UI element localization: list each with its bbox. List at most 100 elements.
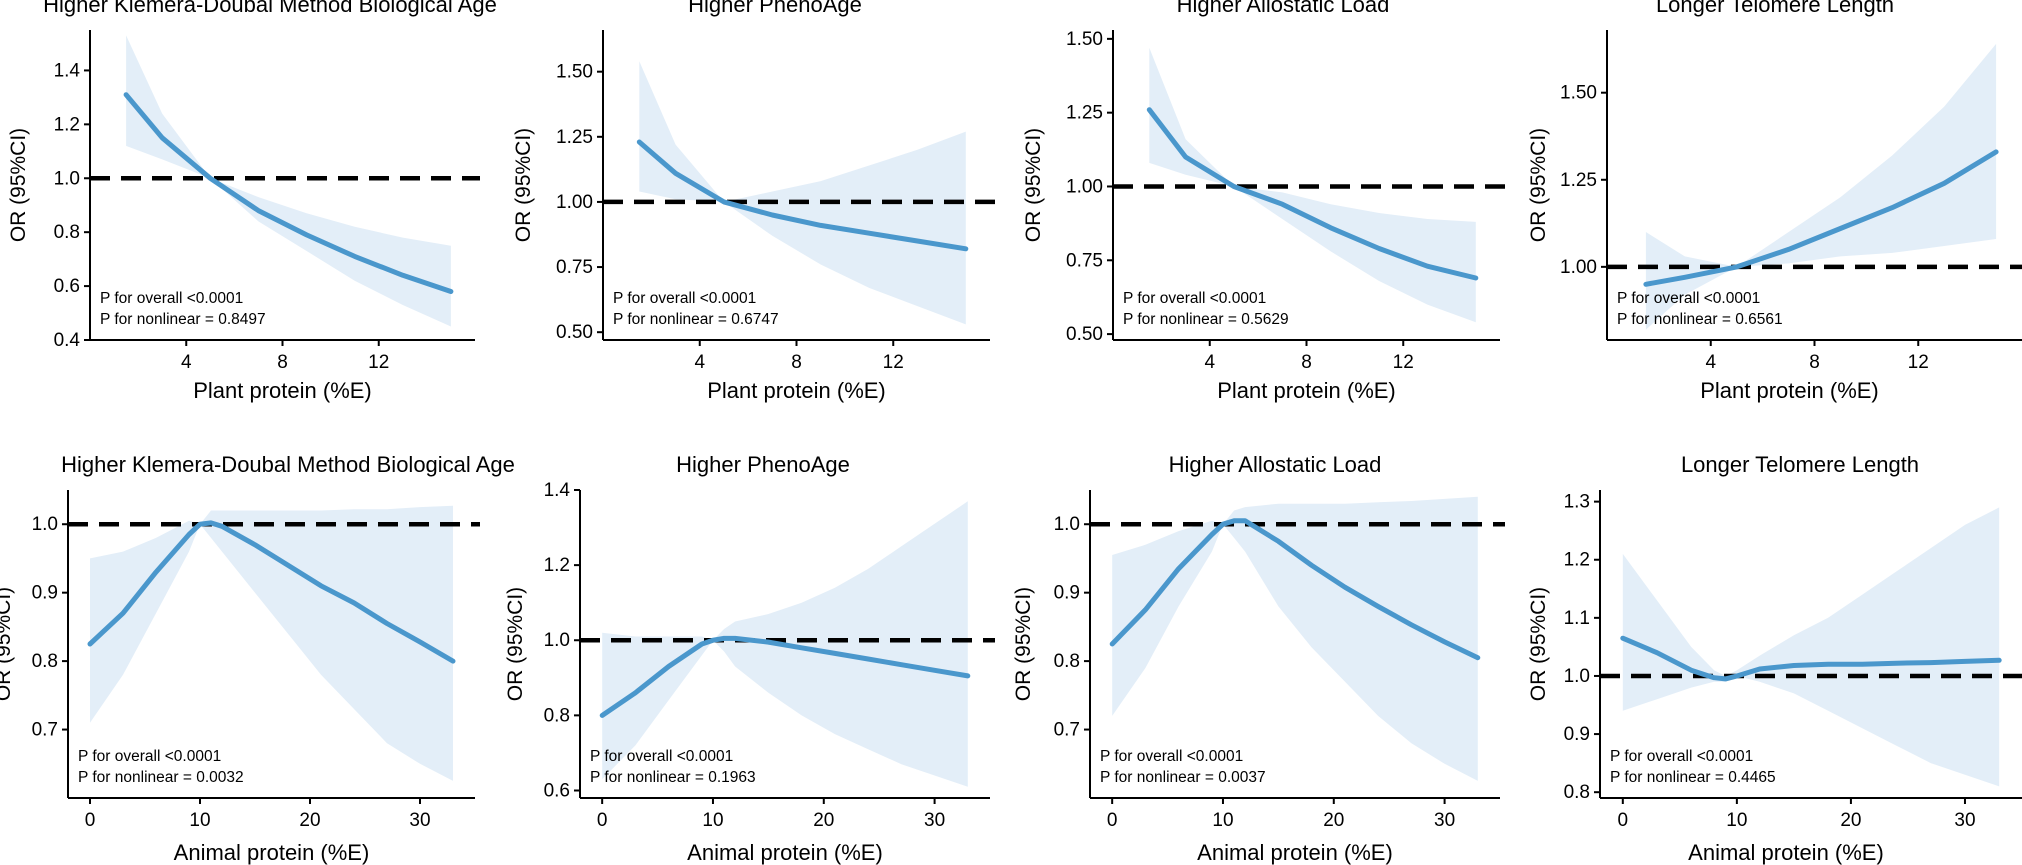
or-curve bbox=[1643, 149, 1999, 287]
y-tick-label: 0.9 bbox=[32, 583, 58, 604]
p-value-annotation: P for nonlinear = 0.0032 bbox=[78, 769, 244, 786]
p-value-annotation: P for nonlinear = 0.4465 bbox=[1610, 769, 1776, 786]
x-tick-label: 8 bbox=[1809, 352, 1820, 373]
y-tick-label: 0.6 bbox=[544, 780, 570, 801]
x-tick-label: 0 bbox=[1618, 810, 1629, 831]
or-curve bbox=[1146, 107, 1479, 281]
x-axis-label: Animal protein (%E) bbox=[174, 840, 370, 865]
y-tick-label: 1.3 bbox=[1564, 492, 1590, 513]
y-tick-label: 0.4 bbox=[54, 330, 81, 351]
y-tick-label: 0.7 bbox=[32, 720, 58, 741]
p-value-annotation: P for overall <0.0001 bbox=[613, 290, 756, 307]
panel-3: 0.50 0.75 1.00 1.25 1.50 4 8 12 Higher Allostati… bbox=[1022, 0, 1505, 403]
panel-title: Higher PhenoAge bbox=[688, 0, 862, 17]
y-axis-label: OR (95%CI) bbox=[0, 587, 15, 701]
y-tick-label: 1.0 bbox=[1564, 666, 1590, 687]
y-tick-label: 0.50 bbox=[556, 322, 593, 343]
y-tick-label: 0.9 bbox=[1564, 724, 1590, 745]
ci-band bbox=[1112, 496, 1478, 781]
y-tick-label: 1.4 bbox=[54, 60, 81, 81]
panel-6: 0.6 0.8 1.0 1.2 1.4 0 10 20 30 Higher PhenoAge Ani… bbox=[504, 452, 995, 865]
p-value-annotation: P for nonlinear = 0.6747 bbox=[613, 311, 779, 328]
y-tick-label: 0.75 bbox=[1066, 250, 1103, 271]
x-axis-label: Animal protein (%E) bbox=[687, 840, 883, 865]
panel-7: 0.7 0.8 0.9 1.0 0 10 20 30 Higher Allostatic Loa… bbox=[1012, 452, 1505, 865]
x-tick-label: 0 bbox=[597, 810, 608, 831]
y-tick-label: 0.6 bbox=[54, 276, 80, 297]
panel-title: Longer Telomere Length bbox=[1681, 452, 1919, 477]
or-curve bbox=[636, 139, 969, 252]
x-tick-label: 8 bbox=[791, 352, 802, 373]
x-tick-label: 12 bbox=[1908, 352, 1929, 373]
x-tick-label: 4 bbox=[1705, 352, 1716, 373]
y-tick-label: 1.50 bbox=[1560, 83, 1597, 104]
p-value-annotation: P for nonlinear = 0.6561 bbox=[1617, 311, 1783, 328]
y-tick-label: 1.2 bbox=[544, 555, 570, 576]
x-tick-label: 30 bbox=[1954, 810, 1975, 831]
y-tick-label: 0.8 bbox=[1564, 782, 1590, 803]
y-axis-label: OR (95%CI) bbox=[1527, 587, 1550, 701]
x-tick-label: 12 bbox=[1393, 352, 1414, 373]
panel-5: 0.7 0.8 0.9 1.0 0 10 20 30 Higher Klemera-Doubal… bbox=[0, 452, 515, 865]
x-axis-label: Plant protein (%E) bbox=[1217, 378, 1396, 403]
x-tick-label: 8 bbox=[277, 352, 288, 373]
y-axis-label: OR (95%CI) bbox=[1527, 128, 1550, 242]
y-tick-label: 1.25 bbox=[1066, 103, 1103, 124]
panel-title: Higher Klemera-Doubal Method Biological … bbox=[61, 452, 515, 477]
y-tick-label: 1.4 bbox=[544, 480, 571, 501]
x-tick-label: 10 bbox=[1726, 810, 1747, 831]
panel-4: 1.00 1.25 1.50 4 8 12 Longer Telomere Length Pl… bbox=[1527, 0, 2022, 403]
y-axis-label: OR (95%CI) bbox=[504, 587, 527, 701]
y-tick-label: 1.1 bbox=[1564, 608, 1590, 629]
x-tick-label: 10 bbox=[702, 810, 723, 831]
y-axis-label: OR (95%CI) bbox=[512, 128, 535, 242]
y-tick-label: 0.50 bbox=[1066, 324, 1103, 345]
y-axis-label: OR (95%CI) bbox=[1022, 128, 1045, 242]
y-tick-label: 0.9 bbox=[1054, 583, 1080, 604]
x-tick-label: 20 bbox=[813, 810, 834, 831]
y-tick-label: 0.8 bbox=[544, 705, 570, 726]
or-curve bbox=[123, 92, 454, 294]
or-curve bbox=[599, 635, 971, 718]
y-tick-label: 1.50 bbox=[556, 62, 593, 83]
x-tick-label: 30 bbox=[1434, 810, 1455, 831]
y-tick-label: 1.0 bbox=[54, 168, 80, 189]
x-axis-label: Plant protein (%E) bbox=[193, 378, 372, 403]
ci-band bbox=[1622, 507, 2000, 787]
x-tick-label: 12 bbox=[368, 352, 389, 373]
x-axis-label: Plant protein (%E) bbox=[1700, 378, 1879, 403]
or-curve bbox=[1620, 635, 2002, 682]
panel-title: Higher Klemera-Doubal Method Biological … bbox=[43, 0, 497, 17]
y-tick-label: 1.2 bbox=[54, 114, 80, 135]
x-axis-label: Plant protein (%E) bbox=[707, 378, 886, 403]
p-value-annotation: P for overall <0.0001 bbox=[1617, 290, 1760, 307]
y-axis-label: OR (95%CI) bbox=[1012, 587, 1035, 701]
panel-8: 0.8 0.9 1.0 1.1 1.2 1.3 0 10 20 30 Longer Telomere… bbox=[1527, 452, 2022, 865]
y-tick-label: 1.50 bbox=[1066, 29, 1103, 50]
y-tick-label: 0.75 bbox=[556, 257, 593, 278]
panel-title: Higher PhenoAge bbox=[676, 452, 850, 477]
y-axis-label: OR (95%CI) bbox=[7, 128, 30, 242]
p-value-annotation: P for nonlinear = 0.0037 bbox=[1100, 769, 1266, 786]
panel-1: 0.4 0.6 0.8 1.0 1.2 1.4 4 8 12 Higher Klemera-Dou… bbox=[7, 0, 497, 403]
ci-band bbox=[126, 35, 451, 327]
p-value-annotation: P for nonlinear = 0.5629 bbox=[1123, 311, 1289, 328]
y-tick-label: 0.8 bbox=[1054, 651, 1080, 672]
x-tick-label: 30 bbox=[924, 810, 945, 831]
x-tick-label: 12 bbox=[883, 352, 904, 373]
p-value-annotation: P for nonlinear = 0.8497 bbox=[100, 311, 266, 328]
y-tick-label: 1.25 bbox=[1560, 170, 1597, 191]
ci-band bbox=[1645, 43, 1997, 330]
y-tick-label: 1.00 bbox=[1066, 176, 1103, 197]
p-value-annotation: P for overall <0.0001 bbox=[100, 290, 243, 307]
y-tick-label: 1.0 bbox=[544, 630, 570, 651]
y-tick-label: 1.0 bbox=[32, 514, 58, 535]
x-axis-label: Animal protein (%E) bbox=[1688, 840, 1884, 865]
panel-title: Longer Telomere Length bbox=[1656, 0, 1894, 17]
x-tick-label: 4 bbox=[694, 352, 705, 373]
p-value-annotation: P for nonlinear = 0.1963 bbox=[590, 769, 756, 786]
y-tick-label: 0.8 bbox=[54, 222, 80, 243]
panel-2: 0.50 0.75 1.00 1.25 1.50 4 8 12 Higher PhenoAge P… bbox=[512, 0, 995, 403]
y-tick-label: 0.8 bbox=[32, 651, 58, 672]
